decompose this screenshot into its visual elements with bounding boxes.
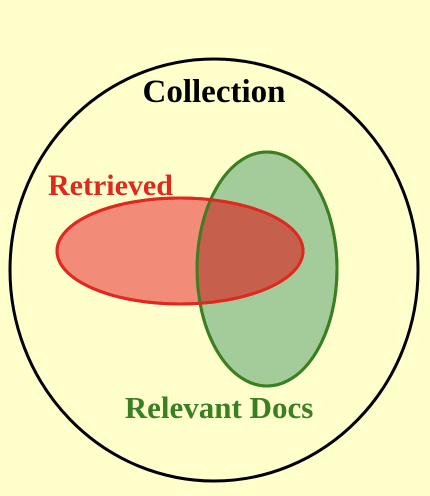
retrieved-outline [55,196,305,306]
collection-ellipse [8,57,420,483]
collection-label: Collection [143,74,286,110]
relevant-docs-label: Relevant Docs [125,390,314,425]
retrieved-label: Retrieved [48,169,173,202]
relevant-docs-outline [195,150,339,388]
